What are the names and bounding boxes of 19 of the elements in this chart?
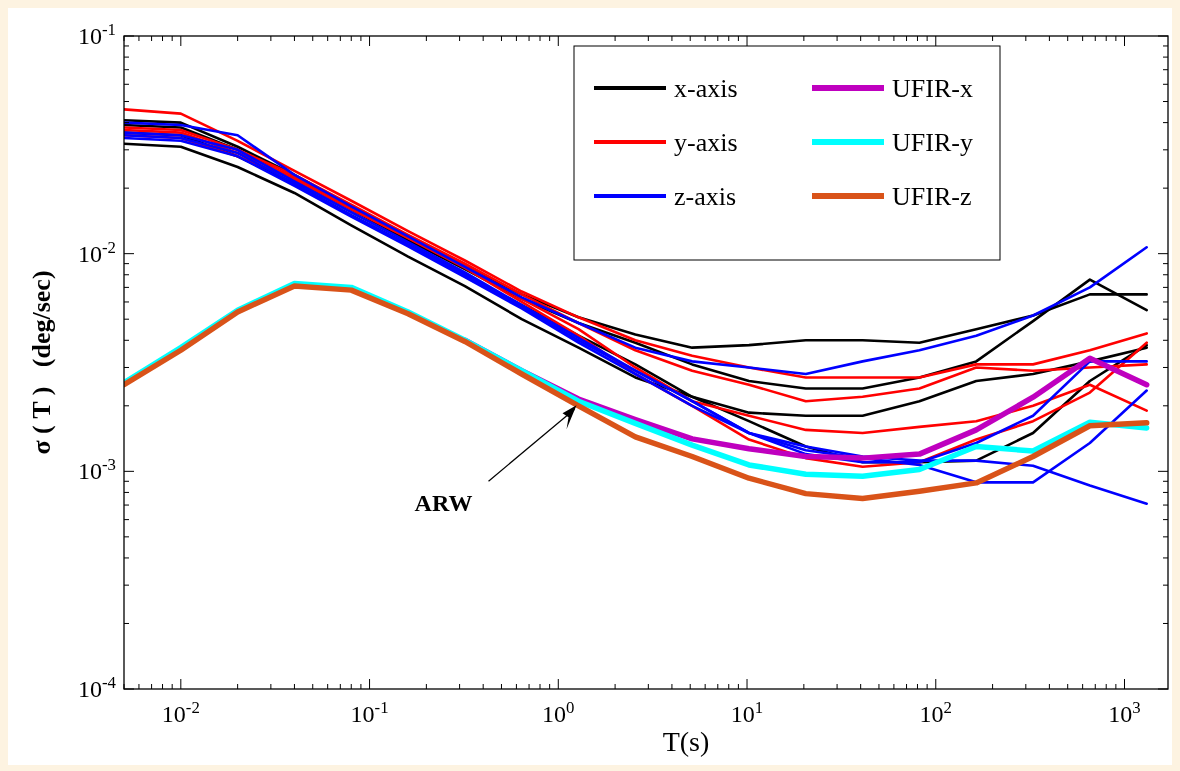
legend-label: x-axis [674, 74, 738, 103]
x-axis-title: T(s) [662, 726, 710, 757]
x-tick-label: 10$^{1}$ [730, 697, 764, 727]
legend-label: UFIR-y [892, 128, 973, 157]
annotation: ARW [414, 490, 473, 517]
x-tick-label: 10$^{-1}$ [350, 697, 389, 727]
legend-label: z-axis [674, 182, 737, 211]
y-tick-label: 10$^{-2}$ [78, 237, 116, 267]
legend-label: UFIR-x [892, 74, 973, 103]
y-axis-title: σ ( T ) (deg/sec) [27, 270, 56, 455]
x-tick-label: 10$^{0}$ [542, 697, 575, 727]
legend-label: y-axis [674, 128, 738, 157]
y-tick-label: 10$^{-1}$ [78, 19, 116, 49]
x-tick-label: 10$^{-2}$ [161, 697, 200, 727]
legend-label: UFIR-z [892, 182, 972, 211]
y-tick-label: 10$^{-3}$ [78, 454, 116, 485]
x-tick-label: 10$^{3}$ [1108, 697, 1141, 727]
x-tick-label: 10$^{2}$ [919, 697, 952, 727]
y-tick-label: 10$^{-4}$ [78, 672, 117, 702]
